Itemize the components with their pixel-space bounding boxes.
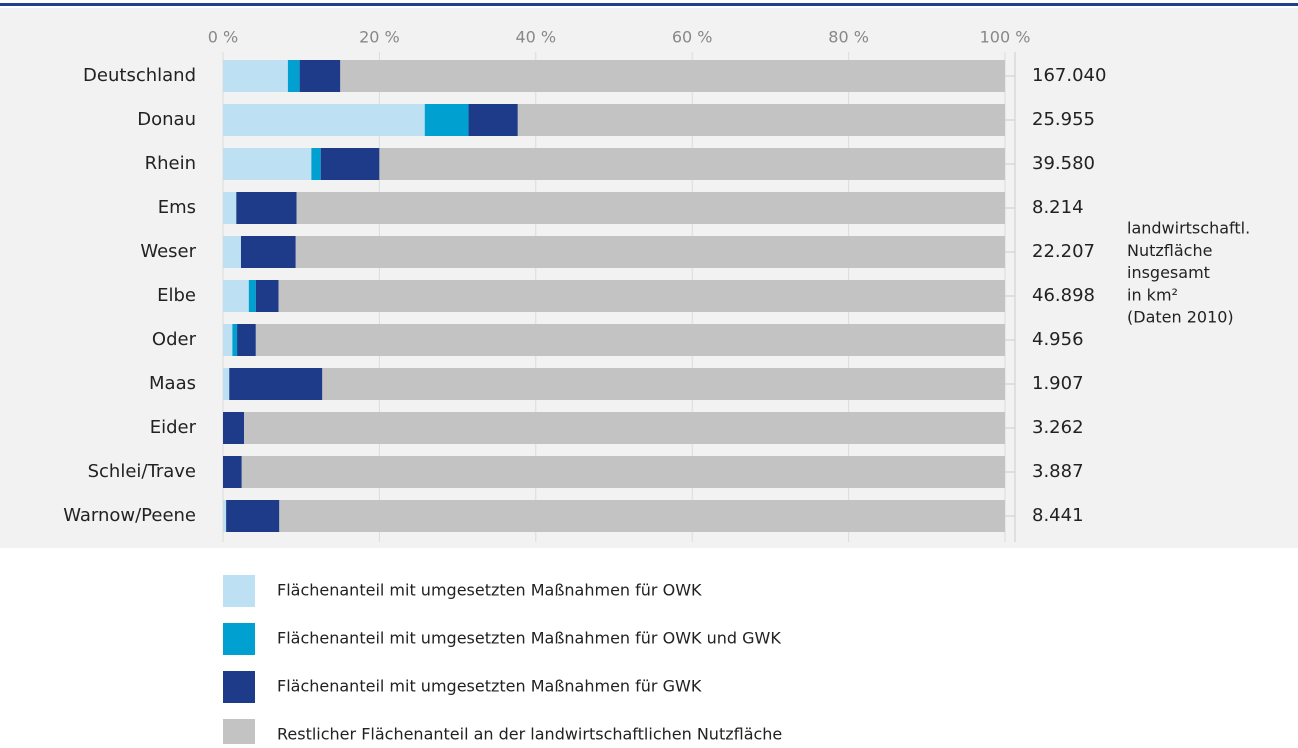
bar-segment [299,60,341,92]
bar-segment [296,192,1005,224]
area-label: 4.956 [1032,329,1084,350]
category-label: Eider [150,417,197,438]
legend-label: Restlicher Flächenanteil an der landwirt… [277,725,782,744]
bar-segment [340,60,1005,92]
bar-segment [237,324,256,356]
annotation: in km² [1127,285,1178,304]
bar-segment [223,500,227,532]
bar-segment [223,236,241,268]
annotation: insgesamt [1127,263,1210,282]
bar-segment [255,280,279,312]
x-tick-label: 40 % [515,28,556,47]
area-label: 167.040 [1032,65,1106,86]
bar-segment [223,192,237,224]
category-label: Warnow/Peene [63,505,196,526]
bar-segment [517,104,1005,136]
category-label: Donau [137,109,196,130]
legend-label: Flächenanteil mit umgesetzten Maßnahmen … [277,629,781,648]
bar-segment [223,60,288,92]
bar-segment [241,456,1005,488]
area-label: 8.441 [1032,505,1084,526]
bar-segment [278,280,1006,312]
bar-segment [244,412,1005,444]
bar-segment [226,500,280,532]
bar-segment [223,148,312,180]
annotation: landwirtschaftl. [1127,219,1250,238]
category-label: Ems [158,197,196,218]
category-label: Elbe [157,285,196,306]
bar-segment [322,368,1006,400]
legend-label: Flächenanteil mit umgesetzten Maßnahmen … [277,677,702,696]
legend-swatch [223,575,255,607]
category-label: Deutschland [83,65,196,86]
category-label: Schlei/Trave [88,461,196,482]
area-label: 46.898 [1032,285,1095,306]
area-label: 1.907 [1032,373,1084,394]
bar-segment [320,148,380,180]
bar-segment [223,456,242,488]
top-rule [0,3,1298,6]
area-label: 8.214 [1032,197,1084,218]
area-label: 3.887 [1032,461,1084,482]
annotation: Nutzfläche [1127,241,1212,260]
area-label: 39.580 [1032,153,1095,174]
bar-segment [240,236,296,268]
legend-label: Flächenanteil mit umgesetzten Maßnahmen … [277,581,702,600]
x-tick-label: 0 % [208,28,238,47]
area-label: 22.207 [1032,241,1095,262]
bar-segment [223,412,245,444]
bar-segment [287,60,300,92]
bar-segment [311,148,321,180]
x-tick-label: 20 % [359,28,400,47]
bar-segment [248,280,256,312]
bar-segment [295,236,1005,268]
legend-swatch [223,719,255,748]
bar-segment [379,148,1005,180]
x-tick-label: 60 % [672,28,713,47]
x-tick-label: 100 % [980,28,1031,47]
category-label: Weser [140,241,196,262]
bar-segment [232,324,238,356]
bar-segment [236,192,297,224]
bar-segment [223,280,249,312]
area-label: 25.955 [1032,109,1095,130]
bar-segment [279,500,1006,532]
bar-segment [255,324,1005,356]
bar-segment [223,368,230,400]
category-label: Oder [152,329,197,350]
bar-segment [223,104,425,136]
legend-swatch [223,671,255,703]
bar-segment [424,104,469,136]
x-tick-label: 80 % [828,28,869,47]
category-label: Maas [149,373,196,394]
category-label: Rhein [145,153,196,174]
bar-segment [468,104,518,136]
bar-segment [229,368,323,400]
annotation: (Daten 2010) [1127,308,1234,327]
bar-segment [223,324,233,356]
area-label: 3.262 [1032,417,1084,438]
legend-swatch [223,623,255,655]
